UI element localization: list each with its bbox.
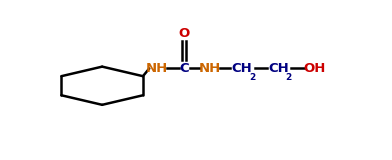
Text: 2: 2 [249,73,255,82]
Text: CH: CH [232,62,252,75]
Text: CH: CH [268,62,289,75]
Text: O: O [179,27,190,40]
Text: NH: NH [146,62,168,75]
Text: NH: NH [199,62,221,75]
Text: C: C [180,62,189,75]
Text: OH: OH [304,62,326,75]
Text: 2: 2 [285,73,292,82]
